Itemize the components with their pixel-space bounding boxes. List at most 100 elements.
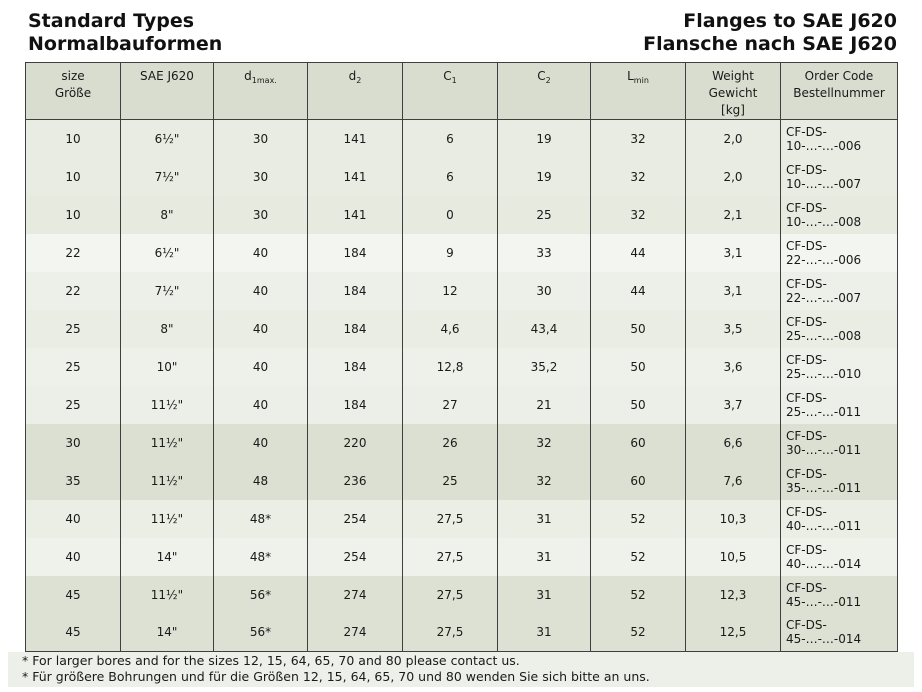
cell-weight: 3,1 bbox=[685, 233, 781, 272]
cell-weight: 3,7 bbox=[685, 385, 781, 424]
cell-size: 22 bbox=[25, 233, 121, 272]
cell-size: 40 bbox=[25, 499, 121, 538]
cell-sae: 11½" bbox=[120, 499, 214, 538]
cell-size: 40 bbox=[25, 537, 121, 576]
cell-order-code: CF-DS-40-…-…-011 bbox=[786, 504, 862, 533]
header-weight: Weight Gewicht [kg] bbox=[685, 62, 781, 120]
cell-order-code: CF-DS-10-…-…-008 bbox=[786, 200, 862, 229]
cell-weight: 2,1 bbox=[685, 195, 781, 234]
cell-weight: 3,1 bbox=[685, 271, 781, 310]
cell-d2: 220 bbox=[307, 423, 403, 462]
cell-order-code: CF-DS-45-…-…-011 bbox=[786, 580, 862, 609]
cell-lmin: 50 bbox=[590, 309, 686, 348]
table-row: 30 11½" 40 220 26 32 60 6,6 CF-DS-30-…-…… bbox=[25, 423, 898, 462]
cell-d1max: 40 bbox=[213, 423, 308, 462]
cell-weight: 12,5 bbox=[685, 613, 781, 652]
title-standard-types: Standard Types bbox=[28, 10, 195, 32]
cell-d2: 184 bbox=[307, 271, 403, 310]
header-size: size Größe bbox=[25, 62, 121, 120]
cell-size: 45 bbox=[25, 575, 121, 614]
footnote-de: * Für größere Bohrungen und für die Größ… bbox=[22, 669, 650, 684]
cell-lmin: 60 bbox=[590, 423, 686, 462]
cell-order-code: CF-DS-30-…-…-011 bbox=[786, 428, 862, 457]
cell-c2: 30 bbox=[497, 271, 591, 310]
header-c2: C2 bbox=[497, 62, 591, 120]
cell-d1max: 48* bbox=[213, 537, 308, 576]
cell-d1max: 40 bbox=[213, 385, 308, 424]
header-sae-j620: SAE J620 bbox=[120, 62, 214, 120]
title-left: Standard Types Normalbauformen bbox=[28, 10, 222, 56]
cell-d2: 141 bbox=[307, 157, 403, 196]
title-flanges-sae: Flanges to SAE J620 bbox=[683, 10, 897, 32]
table-row: 10 7½" 30 141 6 19 32 2,0 CF-DS-10-…-…-0… bbox=[25, 157, 898, 196]
cell-c1: 12 bbox=[402, 271, 498, 310]
cell-d2: 274 bbox=[307, 613, 403, 652]
cell-lmin: 50 bbox=[590, 347, 686, 386]
cell-d1max: 30 bbox=[213, 157, 308, 196]
cell-c2: 19 bbox=[497, 119, 591, 158]
cell-d1max: 56* bbox=[213, 575, 308, 614]
cell-d2: 184 bbox=[307, 233, 403, 272]
cell-size: 25 bbox=[25, 309, 121, 348]
cell-d2: 236 bbox=[307, 461, 403, 500]
footnote-en: * For larger bores and for the sizes 12,… bbox=[22, 653, 520, 668]
cell-c2: 43,4 bbox=[497, 309, 591, 348]
cell-c1: 27,5 bbox=[402, 613, 498, 652]
cell-size: 10 bbox=[25, 119, 121, 158]
cell-weight: 10,3 bbox=[685, 499, 781, 538]
header-d2: d2 bbox=[307, 62, 403, 120]
cell-d2: 254 bbox=[307, 499, 403, 538]
cell-c2: 31 bbox=[497, 613, 591, 652]
cell-d2: 184 bbox=[307, 309, 403, 348]
cell-weight: 12,3 bbox=[685, 575, 781, 614]
cell-c2: 33 bbox=[497, 233, 591, 272]
cell-d1max: 40 bbox=[213, 233, 308, 272]
table-row: 10 6½" 30 141 6 19 32 2,0 CF-DS-10-…-…-0… bbox=[25, 119, 898, 158]
cell-d1max: 30 bbox=[213, 119, 308, 158]
cell-sae: 14" bbox=[120, 613, 214, 652]
cell-d2: 184 bbox=[307, 385, 403, 424]
cell-order-code: CF-DS-25-…-…-010 bbox=[786, 352, 862, 381]
title-normalbauformen: Normalbauformen bbox=[28, 33, 223, 55]
cell-d1max: 40 bbox=[213, 347, 308, 386]
table-row: 22 6½" 40 184 9 33 44 3,1 CF-DS-22-…-…-0… bbox=[25, 233, 898, 272]
cell-sae: 7½" bbox=[120, 157, 214, 196]
table-row: 10 8" 30 141 0 25 32 2,1 CF-DS-10-…-…-00… bbox=[25, 195, 898, 234]
cell-size: 25 bbox=[25, 347, 121, 386]
cell-c2: 32 bbox=[497, 461, 591, 500]
cell-c2: 31 bbox=[497, 499, 591, 538]
table-row: 45 14" 56* 274 27,5 31 52 12,5 CF-DS-45-… bbox=[25, 613, 898, 652]
cell-sae: 11½" bbox=[120, 385, 214, 424]
cell-lmin: 52 bbox=[590, 537, 686, 576]
cell-d1max: 40 bbox=[213, 271, 308, 310]
cell-lmin: 50 bbox=[590, 385, 686, 424]
header-lmin: Lmin bbox=[590, 62, 686, 120]
cell-d2: 141 bbox=[307, 195, 403, 234]
cell-c2: 25 bbox=[497, 195, 591, 234]
cell-c1: 26 bbox=[402, 423, 498, 462]
cell-d2: 184 bbox=[307, 347, 403, 386]
table-row: 25 10" 40 184 12,8 35,2 50 3,6 CF-DS-25-… bbox=[25, 347, 898, 386]
table-row: 35 11½" 48 236 25 32 60 7,6 CF-DS-35-…-…… bbox=[25, 461, 898, 500]
cell-sae: 11½" bbox=[120, 575, 214, 614]
cell-d1max: 40 bbox=[213, 309, 308, 348]
cell-d1max: 48 bbox=[213, 461, 308, 500]
cell-c1: 25 bbox=[402, 461, 498, 500]
cell-size: 22 bbox=[25, 271, 121, 310]
cell-order-code: CF-DS-22-…-…-007 bbox=[786, 276, 862, 305]
cell-order-code: CF-DS-35-…-…-011 bbox=[786, 466, 862, 495]
cell-c2: 19 bbox=[497, 157, 591, 196]
title-right: Flanges to SAE J620 Flansche nach SAE J6… bbox=[643, 10, 897, 56]
cell-sae: 6½" bbox=[120, 119, 214, 158]
cell-lmin: 52 bbox=[590, 613, 686, 652]
cell-c1: 9 bbox=[402, 233, 498, 272]
cell-sae: 11½" bbox=[120, 423, 214, 462]
title-flansche-sae: Flansche nach SAE J620 bbox=[643, 33, 897, 55]
cell-c1: 27,5 bbox=[402, 575, 498, 614]
header-c1: C1 bbox=[402, 62, 498, 120]
table-row: 40 11½" 48* 254 27,5 31 52 10,3 CF-DS-40… bbox=[25, 499, 898, 538]
cell-weight: 2,0 bbox=[685, 157, 781, 196]
cell-c1: 27,5 bbox=[402, 499, 498, 538]
cell-size: 25 bbox=[25, 385, 121, 424]
cell-sae: 14" bbox=[120, 537, 214, 576]
